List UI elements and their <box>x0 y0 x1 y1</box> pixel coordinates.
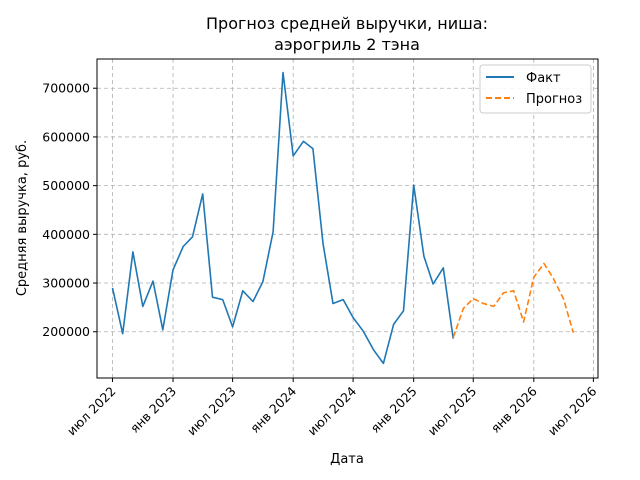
legend: Факт Прогноз <box>479 64 592 114</box>
legend-label-fact: Факт <box>526 71 561 86</box>
y-tick-label: 600000 <box>42 129 90 144</box>
y-tick-label: 300000 <box>42 276 90 291</box>
chart-title-line-2: аэрогриль 2 тэна <box>274 35 420 54</box>
y-tick-label: 400000 <box>42 227 90 242</box>
y-axis: 200000 300000 400000 500000 600000 700000 <box>42 81 97 339</box>
series-line-fact <box>111 71 454 365</box>
y-tick-label: 700000 <box>42 81 90 96</box>
y-tick-label: 200000 <box>42 324 90 339</box>
x-axis-label: Дата <box>330 452 364 467</box>
y-tick-label: 500000 <box>42 178 90 193</box>
chart-title-line-1: Прогноз средней выручки, ниша: <box>206 14 488 33</box>
plot-series <box>111 71 575 365</box>
plot-area-frame <box>96 58 599 379</box>
legend-label-forecast: Прогноз <box>526 92 582 107</box>
y-axis-label: Средняя выручка, руб. <box>15 140 30 296</box>
series-line-forecast <box>452 262 575 338</box>
